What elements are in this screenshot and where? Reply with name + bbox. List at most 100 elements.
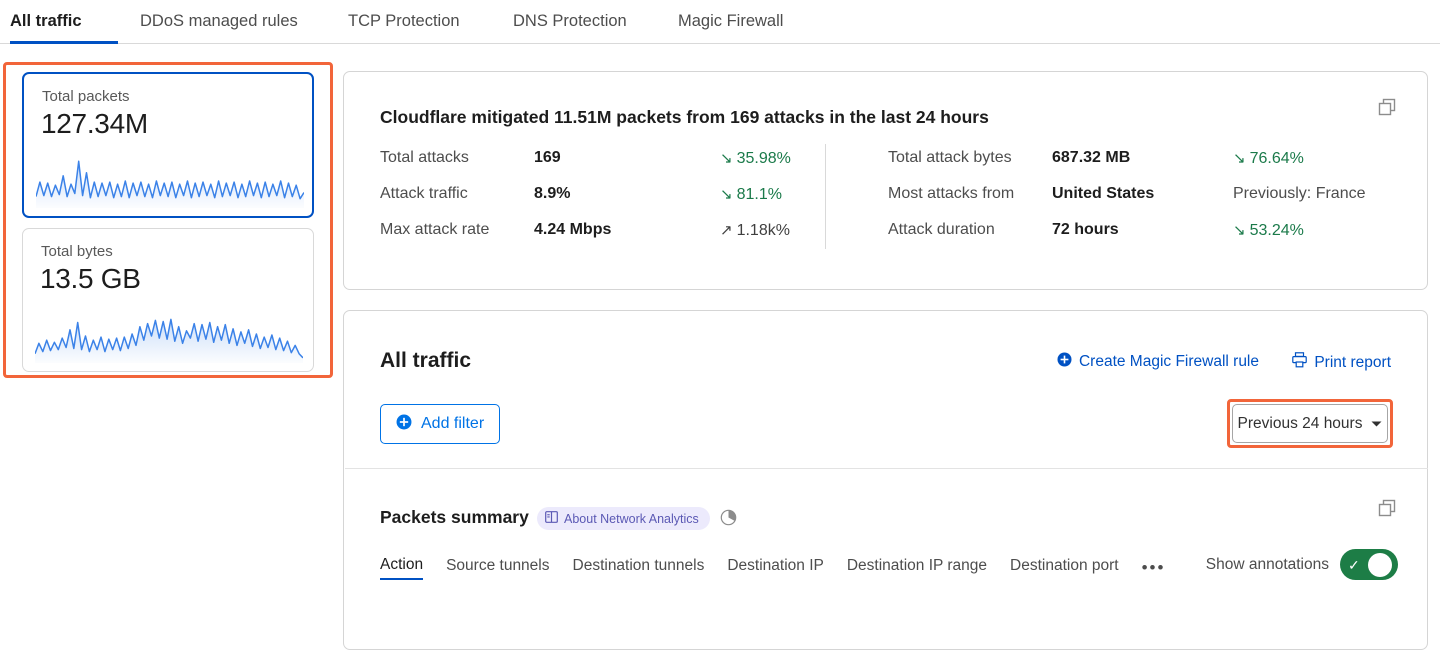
tab-all-traffic[interactable]: All traffic bbox=[10, 0, 82, 43]
stat-row-attack-duration: Attack duration 72 hours ↘ 53.24% bbox=[888, 219, 1388, 255]
time-range-label: Previous 24 hours bbox=[1237, 414, 1363, 432]
time-range-select[interactable]: Previous 24 hours bbox=[1232, 404, 1388, 443]
stat-delta-value: 76.64% bbox=[1249, 150, 1304, 167]
check-icon: ✓ bbox=[1348, 556, 1360, 573]
stat-label: Attack duration bbox=[888, 221, 995, 238]
metric-card-total-bytes[interactable]: Total bytes 13.5 GB bbox=[22, 228, 314, 372]
subtab-destination-ip-range[interactable]: Destination IP range bbox=[847, 557, 987, 579]
print-report-label: Print report bbox=[1314, 353, 1391, 371]
sparkline-total-bytes bbox=[34, 307, 304, 368]
tab-label: All traffic bbox=[10, 12, 82, 30]
tab-ddos-managed-rules[interactable]: DDoS managed rules bbox=[140, 0, 298, 43]
main-tabbar: All traffic DDoS managed rules TCP Prote… bbox=[0, 0, 1440, 44]
metric-card-total-packets[interactable]: Total packets 127.34M bbox=[22, 72, 314, 218]
page-title: All traffic bbox=[380, 349, 472, 372]
stat-row-total-attacks: Total attacks 169 ↘ 35.98% bbox=[380, 147, 850, 183]
stat-value: 687.32 MB bbox=[1052, 149, 1131, 166]
subtab-label: Destination IP range bbox=[846, 557, 988, 574]
subtab-destination-ip[interactable]: Destination IP bbox=[727, 557, 824, 579]
copy-icon[interactable] bbox=[1378, 499, 1397, 523]
printer-icon bbox=[1292, 352, 1308, 373]
metric-cards-highlight bbox=[3, 62, 333, 378]
panel-section-separator bbox=[345, 468, 1428, 469]
tab-tcp-protection[interactable]: TCP Protection bbox=[348, 0, 460, 43]
subtab-destination-tunnels[interactable]: Destination tunnels bbox=[573, 557, 705, 579]
stat-value: 169 bbox=[534, 149, 561, 166]
more-dimensions-button[interactable]: ••• bbox=[1141, 558, 1166, 577]
summary-headline: Cloudflare mitigated 11.51M packets from… bbox=[380, 107, 989, 127]
stat-row-attack-traffic: Attack traffic 8.9% ↘ 81.1% bbox=[380, 183, 850, 219]
tab-label: TCP Protection bbox=[348, 12, 460, 30]
dimension-subtabs: Action Source tunnels Destination tunnel… bbox=[380, 556, 1165, 580]
metric-label: Total packets bbox=[42, 88, 130, 105]
show-annotations-label: Show annotations bbox=[1205, 556, 1329, 573]
arrow-down-right-icon: ↘ bbox=[1233, 222, 1246, 239]
stat-delta: Previously: France bbox=[1233, 185, 1366, 203]
subtab-label: Destination port bbox=[1010, 557, 1119, 574]
tab-label: DDoS managed rules bbox=[140, 12, 298, 30]
stat-delta-value: 81.1% bbox=[736, 186, 782, 203]
stat-label: Attack traffic bbox=[380, 185, 468, 202]
stat-label: Max attack rate bbox=[380, 221, 490, 238]
metric-label: Total bytes bbox=[41, 243, 113, 260]
book-icon bbox=[545, 511, 558, 526]
tab-label: DNS Protection bbox=[513, 12, 627, 30]
time-range-highlight bbox=[1227, 399, 1393, 448]
packets-summary-title: Packets summary bbox=[380, 507, 529, 527]
stat-row-most-attacks-from: Most attacks from United States Previous… bbox=[888, 183, 1388, 219]
stat-delta: ↗ 1.18k% bbox=[720, 221, 790, 240]
stat-value: United States bbox=[1052, 185, 1155, 202]
stat-delta: ↘ 81.1% bbox=[720, 185, 782, 204]
subtab-source-tunnels[interactable]: Source tunnels bbox=[446, 557, 549, 579]
active-tab-underline bbox=[10, 41, 118, 44]
add-filter-label: Add filter bbox=[421, 415, 485, 432]
create-rule-label: Create Magic Firewall rule bbox=[1078, 353, 1259, 370]
stat-row-total-attack-bytes: Total attack bytes 687.32 MB ↘ 76.64% bbox=[888, 147, 1388, 183]
stat-value: 72 hours bbox=[1052, 221, 1119, 238]
stat-value: 4.24 Mbps bbox=[534, 221, 612, 238]
print-report-link[interactable]: Print report bbox=[1292, 352, 1391, 373]
plus-circle-icon bbox=[1057, 352, 1072, 372]
subtab-label: Destination IP bbox=[727, 557, 824, 574]
stat-delta-value: 35.98% bbox=[736, 150, 791, 167]
about-network-analytics-badge[interactable]: About Network Analytics bbox=[537, 507, 710, 530]
stat-delta: ↘ 35.98% bbox=[720, 149, 791, 168]
stat-value: 8.9% bbox=[534, 185, 571, 202]
metric-value: 127.34M bbox=[41, 108, 148, 139]
stat-delta-value: 53.24% bbox=[1249, 222, 1304, 239]
stat-delta: ↘ 53.24% bbox=[1233, 221, 1304, 240]
add-filter-button[interactable]: Add filter bbox=[380, 404, 501, 444]
subtab-label: Source tunnels bbox=[446, 557, 550, 574]
arrow-down-right-icon: ↘ bbox=[1233, 150, 1246, 167]
copy-icon[interactable] bbox=[1378, 98, 1397, 122]
stat-label: Most attacks from bbox=[888, 185, 1015, 202]
toggle-knob bbox=[1368, 552, 1392, 577]
arrow-down-right-icon: ↘ bbox=[720, 186, 733, 203]
stat-row-max-attack-rate: Max attack rate 4.24 Mbps ↗ 1.18k% bbox=[380, 219, 850, 255]
subtab-destination-port[interactable]: Destination port bbox=[1010, 557, 1119, 579]
stat-delta: ↘ 76.64% bbox=[1233, 149, 1304, 168]
plus-circle-icon bbox=[396, 414, 412, 435]
pie-chart-icon[interactable] bbox=[720, 509, 737, 531]
tab-dns-protection[interactable]: DNS Protection bbox=[513, 0, 627, 43]
sparkline-total-packets bbox=[35, 152, 305, 213]
stat-label: Total attack bytes bbox=[888, 149, 1012, 166]
stats-column-right: Total attack bytes 687.32 MB ↘ 76.64% Mos… bbox=[888, 147, 1388, 255]
attack-summary-panel: Cloudflare mitigated 11.51M packets from… bbox=[343, 71, 1428, 290]
tab-magic-firewall[interactable]: Magic Firewall bbox=[678, 0, 783, 43]
arrow-up-right-icon: ↗ bbox=[720, 222, 733, 239]
stats-divider bbox=[825, 144, 826, 249]
stats-column-left: Total attacks 169 ↘ 35.98% Attack traffic… bbox=[380, 147, 850, 255]
tab-label: Magic Firewall bbox=[678, 12, 784, 30]
stat-label: Total attacks bbox=[380, 149, 469, 166]
subtab-label: Action bbox=[380, 556, 424, 573]
show-annotations-toggle[interactable]: ✓ bbox=[1340, 549, 1398, 580]
create-magic-firewall-rule-link[interactable]: Create Magic Firewall rule bbox=[1057, 352, 1259, 372]
stat-delta-value: Previously: France bbox=[1233, 185, 1366, 202]
metric-value: 13.5 GB bbox=[40, 263, 141, 294]
about-badge-label: About Network Analytics bbox=[564, 511, 699, 526]
stat-delta-value: 1.18k% bbox=[736, 222, 790, 239]
subtab-label: Destination tunnels bbox=[572, 557, 705, 574]
all-traffic-panel: All traffic Create Magic Firewall rule P… bbox=[343, 310, 1428, 650]
subtab-action[interactable]: Action bbox=[380, 556, 424, 580]
